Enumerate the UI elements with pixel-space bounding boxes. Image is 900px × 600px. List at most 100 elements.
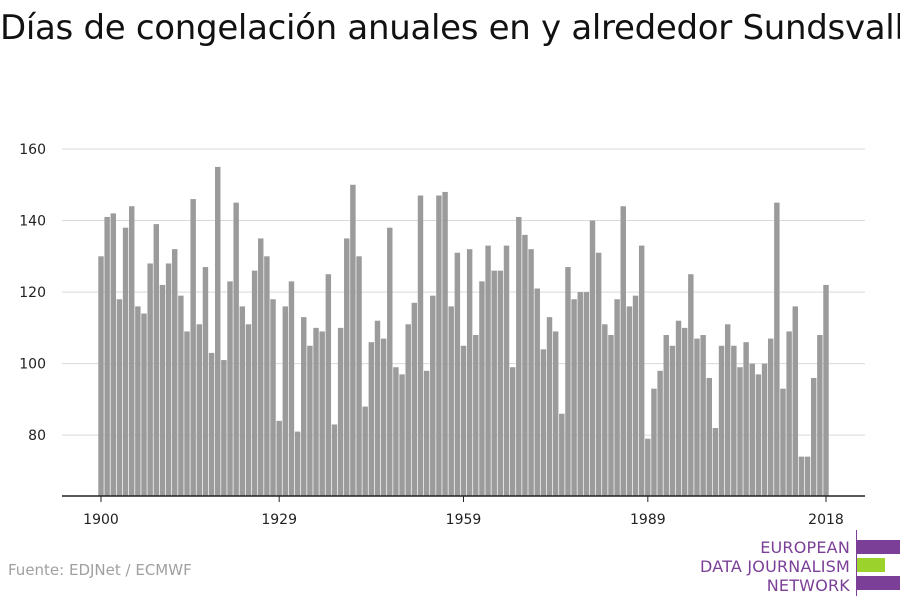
- bar-1902: [110, 213, 117, 496]
- bar-1922: [233, 202, 239, 496]
- bar-1952: [417, 195, 424, 496]
- bar-1950: [405, 324, 411, 496]
- bar-1903: [116, 299, 123, 496]
- bar-2008: [761, 363, 768, 496]
- bar-2007: [755, 374, 762, 496]
- y-axis-ticks: 80 100 120 140 160: [19, 142, 46, 444]
- bar-2013: [792, 306, 798, 496]
- bar-1983: [608, 335, 614, 496]
- bar-1965: [497, 270, 504, 496]
- bar-1998: [700, 335, 706, 496]
- logo-line-european: EUROPEAN: [760, 538, 850, 557]
- bar-2005: [743, 342, 749, 496]
- bar-1938: [331, 424, 338, 496]
- x-axis-ticks: 1900 1929 1959 1989 2018: [83, 496, 844, 528]
- bar-1915: [190, 199, 196, 496]
- bar-1931: [288, 281, 295, 496]
- bar-2017: [817, 335, 823, 496]
- bar-1994: [675, 320, 682, 496]
- bar-1913: [178, 295, 184, 496]
- bar-1977: [571, 299, 577, 496]
- bar-1932: [294, 431, 301, 496]
- bar-1907: [141, 313, 147, 496]
- bar-1996: [688, 274, 694, 496]
- source-note: Fuente: EDJNet / ECMWF: [8, 561, 192, 579]
- bar-1918: [208, 352, 215, 496]
- bar-1992: [663, 335, 669, 496]
- bar-1916: [196, 324, 203, 496]
- bar-2014: [798, 456, 805, 496]
- bar-1940: [344, 238, 350, 496]
- bar-2012: [786, 331, 792, 496]
- bar-1989: [645, 438, 651, 496]
- bars: [98, 166, 829, 497]
- bar-1949: [399, 374, 405, 496]
- logo-bar-top: [857, 540, 900, 554]
- bar-1910: [159, 284, 166, 496]
- bar-1971: [534, 288, 540, 496]
- bar-1947: [387, 227, 393, 496]
- bar-1923: [239, 306, 246, 496]
- x-tick-label: 1929: [261, 512, 297, 528]
- logo-line-network: NETWORK: [766, 576, 850, 595]
- bar-1937: [325, 274, 332, 496]
- bar-2001: [718, 345, 725, 496]
- bar-1917: [202, 267, 209, 496]
- bar-1975: [559, 413, 565, 496]
- bar-1999: [706, 377, 712, 496]
- x-tick-label: 1900: [83, 512, 119, 528]
- bar-1987: [632, 295, 639, 496]
- bar-1944: [368, 342, 375, 496]
- bar-1904: [122, 227, 129, 496]
- bar-1953: [423, 370, 430, 496]
- bar-2006: [749, 363, 755, 496]
- bar-1979: [583, 292, 590, 496]
- bar-2015: [804, 456, 811, 496]
- bar-1909: [153, 224, 160, 496]
- bar-1958: [454, 252, 461, 496]
- bar-1985: [620, 206, 626, 497]
- bar-2009: [767, 338, 774, 496]
- bar-1933: [301, 317, 307, 496]
- bar-1972: [540, 349, 547, 496]
- chart-title: Días de congelación anuales en y alreded…: [0, 8, 900, 48]
- bar-1941: [350, 184, 356, 496]
- bar-1974: [552, 331, 559, 496]
- logo-divider: [856, 530, 857, 596]
- bar-1929: [276, 420, 282, 496]
- bar-1945: [374, 320, 381, 496]
- bar-1912: [172, 249, 178, 496]
- bar-1969: [522, 234, 528, 497]
- bar-1914: [184, 331, 190, 496]
- logo-bar-bottom: [857, 576, 900, 590]
- bar-1948: [393, 367, 399, 496]
- bar-1990: [651, 388, 657, 496]
- bar-1993: [669, 345, 676, 496]
- edjnet-logo: EUROPEAN DATA JOURNALISM NETWORK: [700, 530, 900, 596]
- bar-1920: [221, 360, 227, 496]
- bar-1997: [694, 338, 700, 496]
- bar-1955: [436, 195, 442, 496]
- y-tick-label: 160: [19, 142, 46, 158]
- x-tick-label: 1989: [630, 512, 666, 528]
- bar-1905: [129, 206, 135, 497]
- bar-1928: [270, 299, 276, 496]
- bar-1962: [479, 281, 485, 496]
- bar-1908: [147, 263, 153, 496]
- bar-1919: [215, 166, 221, 496]
- bar-1980: [589, 220, 596, 497]
- logo-bar-middle: [857, 558, 885, 572]
- bar-2002: [724, 324, 731, 496]
- bar-1936: [319, 331, 325, 496]
- bar-1960: [466, 249, 473, 496]
- bar-1900: [98, 256, 104, 496]
- bar-1968: [516, 216, 522, 496]
- bar-1966: [503, 245, 510, 496]
- bar-2000: [712, 428, 719, 496]
- bar-1984: [614, 299, 620, 496]
- y-tick-label: 140: [19, 214, 46, 230]
- bar-1959: [460, 345, 467, 496]
- bar-1961: [473, 335, 479, 496]
- y-tick-label: 100: [19, 357, 46, 373]
